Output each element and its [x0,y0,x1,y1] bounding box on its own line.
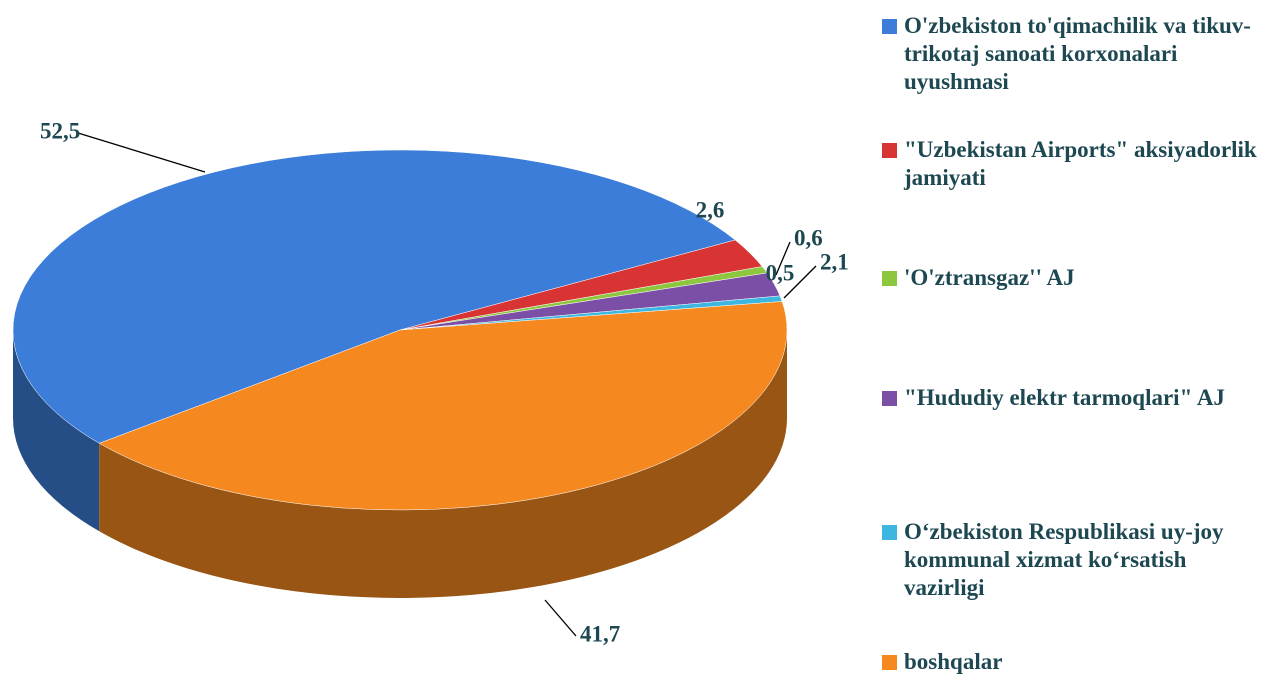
legend-item: O'zbekiston to'qimachilik va tikuv- trik… [880,12,1265,96]
leader-line [783,265,817,299]
legend-item: "Uzbekistan Airports" aksiyadorlik jamiy… [880,136,1265,192]
pie-slice [98,301,788,511]
legend-swatch [882,655,897,670]
legend-item: O‘zbekiston Respublikasi uy-joy kommunal… [880,518,1265,602]
legend-label: "Uzbekistan Airports" aksiyadorlik jamiy… [904,137,1257,190]
data-label: 2,1 [820,249,849,274]
data-label: 0,5 [766,260,795,285]
data-label: 2,6 [696,197,725,222]
leader-line [544,599,577,637]
legend-swatch [882,143,897,158]
data-label: 41,7 [580,621,620,646]
pie-area: 52,5 2,6 0,62,1 0,5 41,7 [12,118,849,646]
pie-side [99,330,788,598]
pie-side [13,330,100,532]
data-label: 0,6 [794,225,823,250]
legend-item: 'O'ztransgaz'' AJ [880,264,1265,292]
legend-label: "Hududiy elektr tarmoqlari" AJ [904,385,1225,410]
data-label: 52,5 [40,118,80,143]
legend-swatch [882,391,897,406]
legend-label: O‘zbekiston Respublikasi uy-joy kommunal… [904,519,1224,600]
legend-swatch [882,525,897,540]
legend-item: "Hududiy elektr tarmoqlari" AJ [880,384,1265,412]
leader-line [775,241,791,276]
legend-label: 'O'ztransgaz'' AJ [904,265,1075,290]
legend-item: boshqalar [880,648,1265,676]
leader-line [77,132,206,173]
legend: O'zbekiston to'qimachilik va tikuv- trik… [880,0,1265,677]
legend-label: O'zbekiston to'qimachilik va tikuv- trik… [904,13,1251,94]
legend-swatch [882,271,897,286]
pie-slice [12,149,736,444]
legend-swatch [882,19,897,34]
legend-label: boshqalar [904,649,1003,674]
